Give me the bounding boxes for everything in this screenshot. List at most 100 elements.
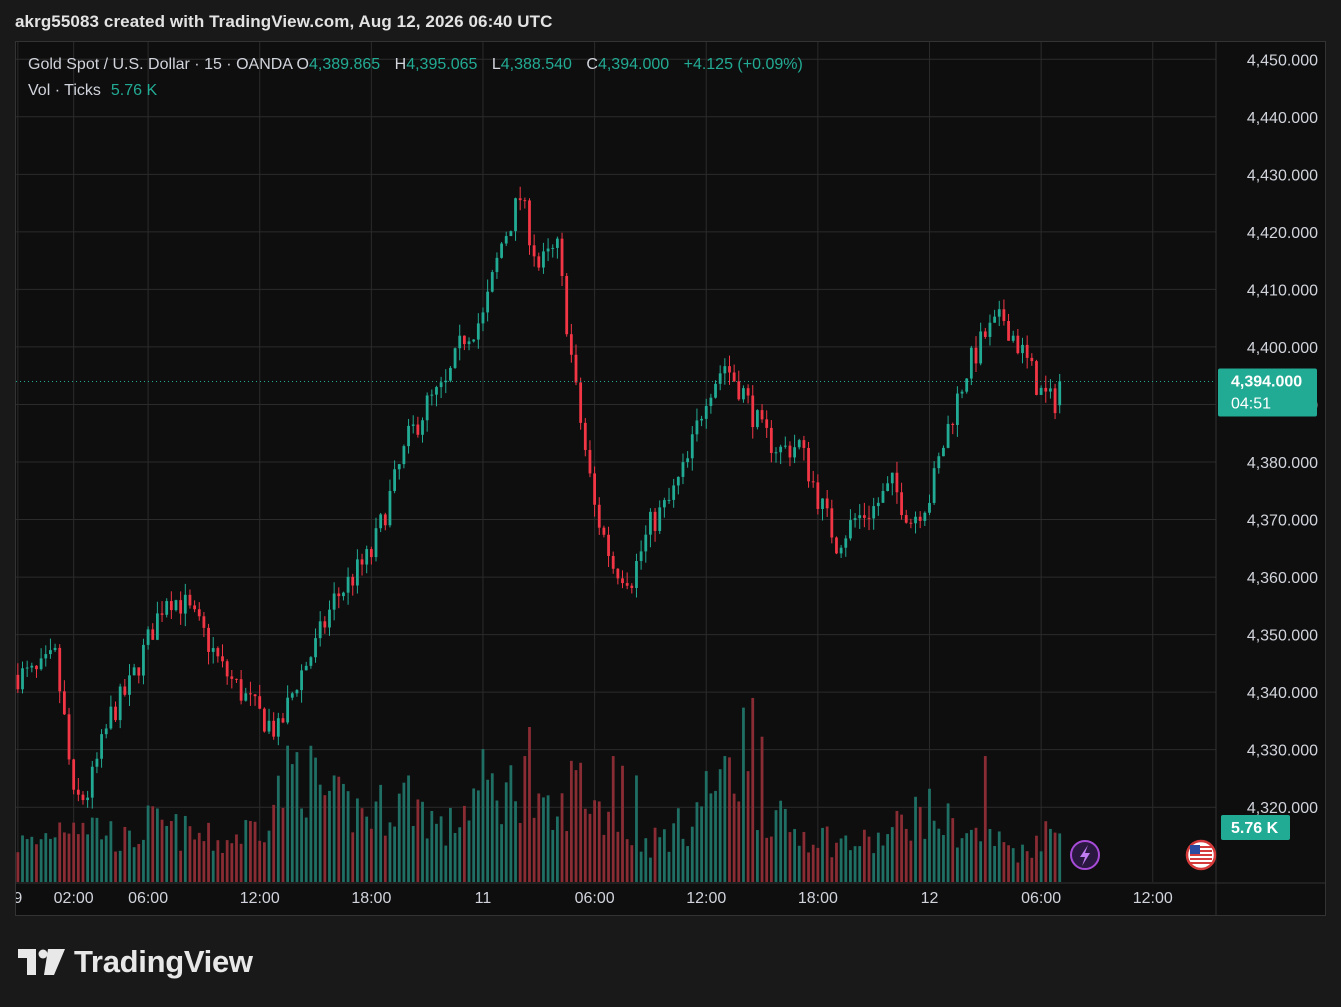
volume-bar <box>616 831 620 882</box>
volume-bar <box>425 838 429 882</box>
candle-body <box>672 485 676 500</box>
candle-body <box>723 366 727 374</box>
axes: 4,320.000 4,330.000 4,340.000 4,350.000 4,36… <box>16 42 1325 915</box>
candle-body <box>286 697 290 723</box>
candle-body <box>1058 381 1062 406</box>
us-flag-event-icon[interactable] <box>1185 839 1217 871</box>
volume-bar <box>160 819 164 882</box>
volume-bar <box>239 843 243 882</box>
volume-bar <box>500 824 503 882</box>
candle-body <box>593 473 596 505</box>
volume-bar <box>39 839 43 882</box>
price-chart[interactable]: 4,320.000 4,330.000 4,340.000 4,350.000 4,36… <box>16 42 1326 916</box>
symbol-title[interactable]: Gold Spot / U.S. Dollar · 15 · OANDA <box>28 56 293 73</box>
volume-bars <box>16 697 1062 882</box>
volume-bar <box>835 842 838 882</box>
volume-bar <box>346 791 350 882</box>
volume-bar <box>1007 845 1010 882</box>
open-value: 4,389.865 <box>309 56 381 73</box>
candle-body <box>630 585 634 588</box>
x-tick-label: 06:00 <box>128 890 168 907</box>
volume-bar <box>235 834 238 882</box>
lightning-glyph <box>1080 845 1090 866</box>
ohlc-legend: Gold Spot / U.S. Dollar · 15 · OANDA O4,… <box>28 55 803 107</box>
volume-bar <box>849 850 852 882</box>
x-tick-label: 11 <box>475 890 492 907</box>
candle-body <box>890 472 894 484</box>
volume-bar <box>858 846 862 882</box>
volume-bar <box>574 770 578 882</box>
volume-bar <box>909 840 913 882</box>
volume-bar <box>621 765 624 882</box>
candle-body <box>304 665 308 671</box>
chart-panel[interactable]: 4,320.000 4,330.000 4,340.000 4,350.000 4,36… <box>15 41 1326 916</box>
volume-bar <box>58 822 62 882</box>
volume-bar <box>635 775 638 882</box>
volume-bar <box>830 857 834 882</box>
volume-bar <box>569 760 573 882</box>
candle-body <box>388 490 392 526</box>
volume-bar <box>960 838 964 882</box>
volume-bar <box>1011 848 1015 882</box>
candle-body <box>486 291 490 313</box>
lightning-event-icon[interactable] <box>1070 840 1100 870</box>
candle-body <box>365 549 369 565</box>
volume-bar <box>100 839 103 882</box>
candle-body <box>667 499 671 501</box>
candle-body <box>588 449 592 474</box>
volume-bar <box>388 822 392 882</box>
candle-body <box>611 555 615 569</box>
candle-body <box>160 613 164 615</box>
volume-label[interactable]: Vol · Ticks <box>28 82 101 99</box>
volume-bar <box>188 826 192 882</box>
volume-bar <box>956 847 959 882</box>
last-price-badge[interactable]: 4,394.000 04:51 <box>1218 368 1317 417</box>
candle-body <box>1016 335 1020 354</box>
volume-bar <box>369 828 373 882</box>
candle-body <box>58 647 62 692</box>
volume-bar <box>458 827 462 882</box>
candle-body <box>886 483 890 492</box>
candle-body <box>709 397 713 406</box>
candle-body <box>421 420 424 435</box>
candle-body <box>253 694 257 697</box>
volume-bar <box>556 816 559 882</box>
candle-body <box>644 534 648 552</box>
volume-bar <box>918 806 922 882</box>
candle-body <box>244 693 248 701</box>
volume-bar <box>211 850 215 882</box>
candle-body <box>993 316 996 323</box>
volume-bar <box>872 853 876 882</box>
y-tick-label: 4,400.000 <box>1247 340 1318 357</box>
last-price-value: 4,394.000 <box>1231 373 1302 390</box>
volume-bar <box>323 795 327 882</box>
volume-bar <box>867 836 871 882</box>
candle-body <box>86 797 90 801</box>
candle-body <box>76 789 80 795</box>
candle-body <box>509 231 513 237</box>
volume-bar <box>979 841 983 882</box>
candle-body <box>295 690 299 694</box>
volume-bar <box>997 831 1001 882</box>
x-tick-label: 12:00 <box>686 890 726 907</box>
candle-body <box>109 706 113 729</box>
candle-body <box>523 200 527 202</box>
volume-bar <box>67 833 71 882</box>
candle-body <box>1049 388 1052 392</box>
volume-bar <box>416 799 420 882</box>
candle-body <box>662 500 666 508</box>
volume-bar <box>504 782 508 882</box>
candle-body <box>690 434 694 459</box>
candle-body <box>839 547 843 554</box>
candle-body <box>425 395 429 421</box>
volume-bar <box>258 840 262 882</box>
volume-bar <box>314 757 317 882</box>
volume-bar <box>202 841 206 882</box>
candle-body <box>937 456 941 469</box>
candle-body <box>495 257 499 273</box>
volume-bar <box>528 727 531 882</box>
candle-body <box>118 686 122 721</box>
candle-body <box>1002 309 1006 322</box>
tradingview-logo[interactable]: TradingView <box>18 944 253 980</box>
volume-bar <box>118 850 122 882</box>
